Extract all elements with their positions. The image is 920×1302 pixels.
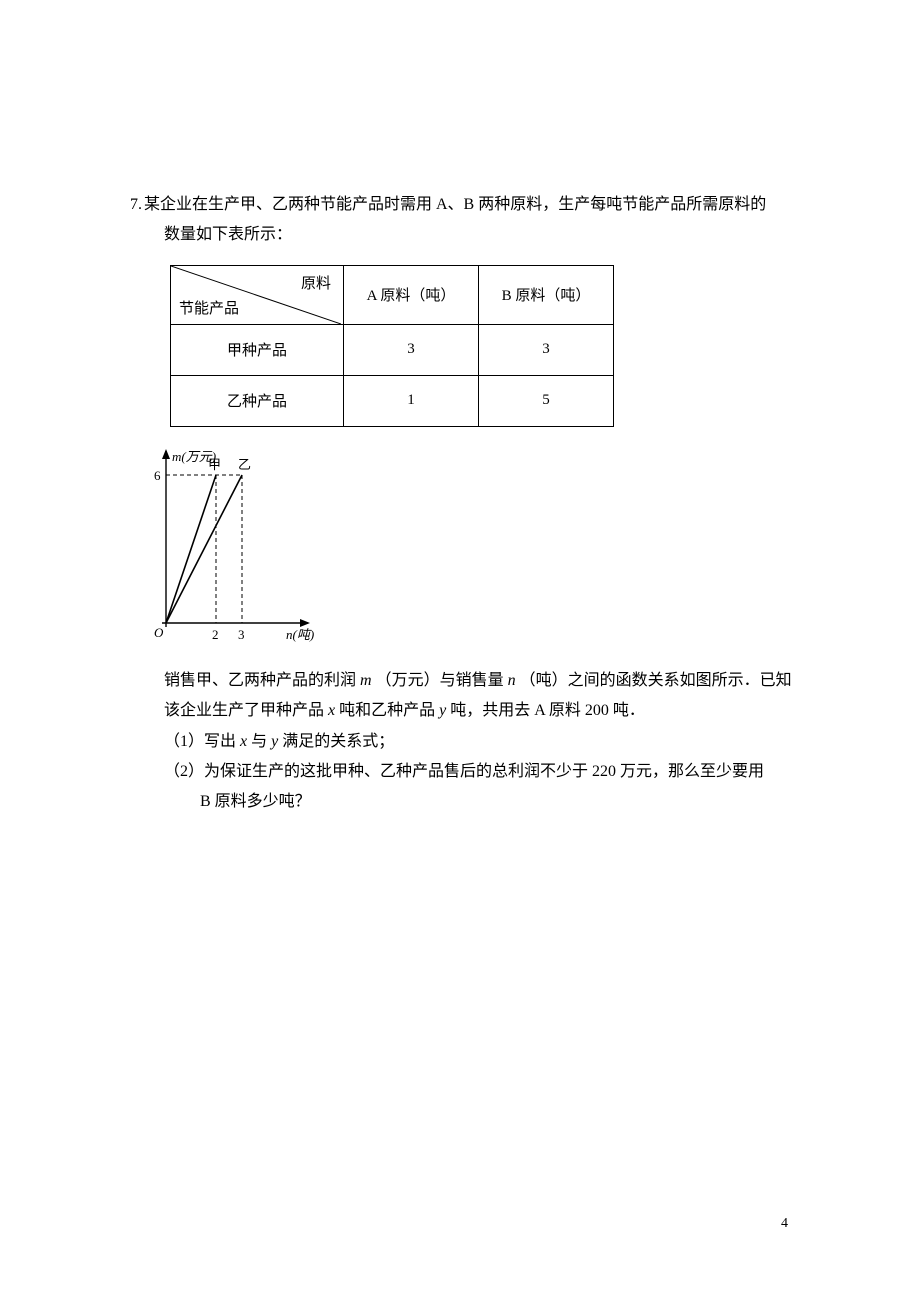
- svg-text:乙: 乙: [238, 457, 251, 472]
- materials-table: 原料 节能产品 A 原料（吨） B 原料（吨） 甲种产品 3 3 乙种产品 1 …: [170, 265, 614, 427]
- svg-text:3: 3: [238, 627, 245, 642]
- page-number: 4: [781, 1216, 788, 1232]
- svg-text:2: 2: [212, 627, 219, 642]
- row2-a: 1: [344, 375, 479, 426]
- diag-label-bottom: 节能产品: [179, 297, 239, 318]
- row2-b: 5: [479, 375, 614, 426]
- question-body-line1: 某企业在生产甲、乙两种节能产品时需用 A、B 两种原料，生产每吨节能产品所需原料…: [144, 190, 820, 220]
- row2-label: 乙种产品: [171, 375, 344, 426]
- table-row: 乙种产品 1 5: [171, 375, 614, 426]
- question-number: 7.: [130, 190, 142, 220]
- desc-line2: 该企业生产了甲种产品 x 吨和乙种产品 y 吨，共用去 A 原料 200 吨．: [164, 696, 820, 726]
- row1-b: 3: [479, 324, 614, 375]
- svg-text:6: 6: [154, 468, 161, 483]
- desc-line1: 销售甲、乙两种产品的利润 m （万元）与销售量 n （吨）之间的函数关系如图所示…: [164, 666, 820, 696]
- page-content: 7. 某企业在生产甲、乙两种节能产品时需用 A、B 两种原料，生产每吨节能产品所…: [130, 190, 820, 818]
- subquestion-1: （1）写出 x 与 y 满足的关系式；: [164, 727, 820, 757]
- row1-label: 甲种产品: [171, 324, 344, 375]
- description: 销售甲、乙两种产品的利润 m （万元）与销售量 n （吨）之间的函数关系如图所示…: [130, 666, 820, 818]
- svg-text:甲: 甲: [208, 457, 221, 472]
- table-header-diagonal: 原料 节能产品: [171, 265, 344, 324]
- diag-label-top: 原料: [301, 272, 331, 293]
- col-header-b: B 原料（吨）: [479, 265, 614, 324]
- svg-text:O: O: [154, 625, 164, 640]
- question-body-line2: 数量如下表所示：: [164, 220, 820, 250]
- subquestion-2-line2: B 原料多少吨？: [200, 787, 820, 817]
- row1-a: 3: [344, 324, 479, 375]
- table-row: 甲种产品 3 3: [171, 324, 614, 375]
- svg-text:n(吨): n(吨): [286, 627, 314, 642]
- profit-chart: Om(万元)n(吨)623甲乙: [148, 445, 820, 650]
- col-header-a: A 原料（吨）: [344, 265, 479, 324]
- subquestion-2-line1: （2）为保证生产的这批甲种、乙种产品售后的总利润不少于 220 万元，那么至少要…: [164, 757, 820, 787]
- question-row: 7. 某企业在生产甲、乙两种节能产品时需用 A、B 两种原料，生产每吨节能产品所…: [130, 190, 820, 220]
